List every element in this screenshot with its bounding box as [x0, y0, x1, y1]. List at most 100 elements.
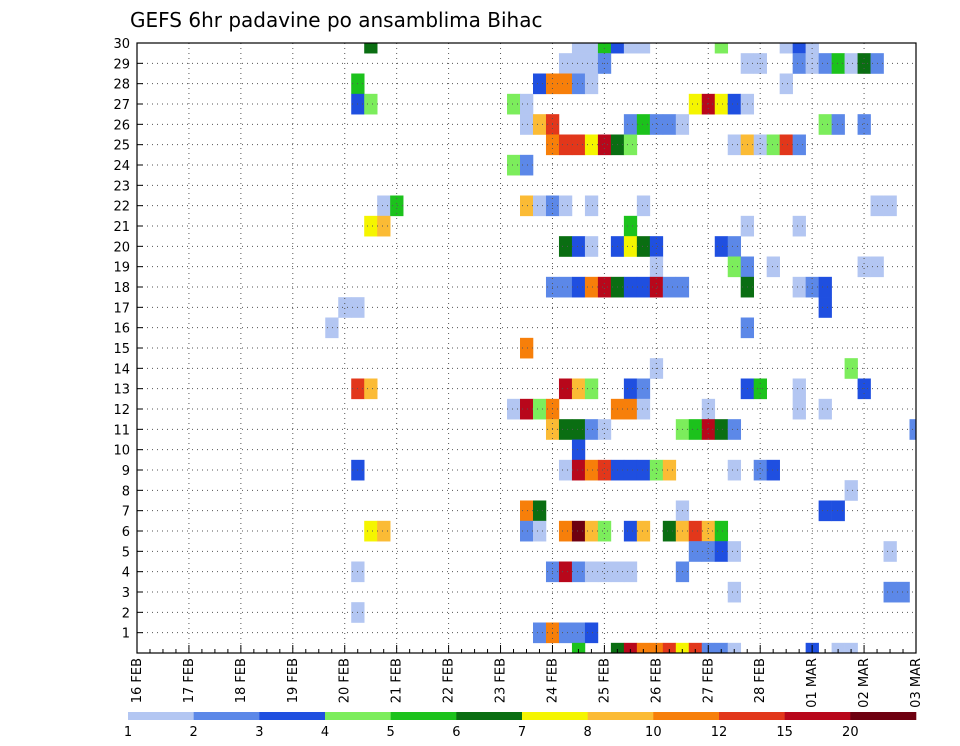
colorbar-label: 2: [190, 725, 198, 740]
heatmap-cell: [636, 520, 651, 542]
x-tick-label: 19 FEB: [286, 658, 301, 703]
x-tick-label: 22 FEB: [442, 658, 457, 703]
heatmap-cell: [520, 500, 534, 522]
heatmap-cell: [688, 419, 703, 440]
heatmap-cell: [571, 520, 586, 542]
heatmap-cell: [623, 215, 638, 237]
heatmap-cell: [792, 398, 806, 420]
heatmap-cell: [558, 622, 573, 644]
heatmap-cell: [792, 276, 806, 298]
heatmap-cell: [584, 419, 599, 440]
heatmap-cell: [558, 561, 573, 583]
heatmap-cell: [831, 500, 845, 522]
heatmap-cell: [584, 236, 599, 257]
heatmap-cell: [649, 276, 664, 298]
heatmap-cell: [571, 439, 586, 461]
heatmap-cell: [571, 378, 586, 400]
heatmap-cell: [623, 114, 638, 135]
x-tick-label: 24 FEB: [545, 658, 560, 703]
heatmap-cell: [507, 154, 521, 176]
colorbar-label: 20: [842, 725, 859, 740]
heatmap-cell: [636, 398, 651, 420]
heatmap-cell: [558, 378, 573, 400]
heatmap-cell: [507, 398, 521, 420]
heatmap-cell: [688, 541, 703, 562]
colorbar-swatch: [784, 712, 851, 720]
heatmap-cell: [727, 419, 742, 440]
heatmap-cell: [532, 73, 547, 95]
heatmap-cell: [338, 297, 352, 318]
heatmap-cell: [532, 195, 547, 217]
heatmap-cell: [662, 459, 677, 481]
heatmap-cell: [532, 500, 547, 522]
heatmap-cell: [571, 53, 586, 74]
colorbar-label: 7: [518, 725, 526, 740]
heatmap-cell: [623, 642, 638, 654]
heatmap-cell: [558, 236, 573, 257]
heatmap-cell: [623, 378, 638, 400]
y-tick-label: 6: [122, 525, 130, 540]
heatmap-cell: [792, 134, 806, 156]
grid-layer: [137, 43, 916, 653]
heatmap-cell: [818, 276, 832, 298]
y-tick-label: 19: [113, 261, 130, 276]
heatmap-cell: [727, 581, 742, 603]
colorbar-label: 6: [452, 725, 460, 740]
heatmap-cell: [364, 520, 378, 542]
colorbar-swatch: [719, 712, 785, 720]
y-tick-label: 30: [113, 37, 130, 52]
heatmap-cell: [520, 337, 534, 359]
x-tick-label: 02 MAR: [857, 658, 872, 708]
heatmap-cell: [883, 195, 897, 217]
heatmap-cell: [662, 276, 677, 298]
colorbar-swatch: [522, 712, 588, 720]
y-tick-label: 20: [113, 240, 130, 255]
heatmap-cell: [662, 114, 677, 135]
y-tick-label: 11: [113, 423, 130, 438]
heatmap-cell: [792, 215, 806, 237]
y-tick-label: 13: [113, 383, 130, 398]
y-tick-label: 22: [113, 200, 130, 215]
heatmap-cell: [623, 134, 638, 156]
heatmap-cell: [753, 459, 767, 481]
colorbar-swatch: [456, 712, 523, 720]
heatmap-cell: [766, 134, 780, 156]
x-tick-label: 01 MAR: [805, 658, 820, 708]
heatmap-cell: [727, 93, 742, 115]
heatmap-cell: [520, 195, 534, 217]
heatmap-cell: [623, 459, 638, 481]
heatmap-cell: [558, 195, 573, 217]
heatmap-cell: [727, 541, 742, 562]
heatmap-cell: [623, 398, 638, 420]
colorbar-label: 12: [711, 725, 728, 740]
heatmap-cell: [377, 215, 391, 237]
heatmap-cell: [818, 114, 832, 135]
y-tick-label: 17: [113, 301, 130, 316]
x-tick-label: 27 FEB: [701, 658, 716, 703]
y-tick-label: 15: [113, 342, 130, 357]
heatmap-cell: [857, 114, 871, 135]
heatmap-cell: [571, 73, 586, 95]
heatmap-cell: [610, 43, 625, 54]
heatmap-cell: [584, 43, 599, 54]
colorbar-swatch: [653, 712, 720, 720]
y-tick-label: 14: [113, 362, 130, 377]
heatmap-cell: [688, 93, 703, 115]
heatmap-cell: [649, 256, 664, 278]
heatmap-cell: [714, 520, 729, 542]
heatmap-cell: [831, 114, 845, 135]
heatmap-cell: [779, 73, 793, 95]
y-tick-label: 3: [122, 586, 130, 601]
heatmap-cell: [571, 561, 586, 583]
heatmap-cell: [714, 541, 729, 562]
colorbar-swatch: [259, 712, 326, 720]
y-tick-label: 5: [122, 545, 130, 560]
colorbar: 1 2 3 4 5 6 7 8 10 12 15 20: [124, 712, 917, 740]
x-tick-label: 25 FEB: [597, 658, 612, 703]
heatmap-cell: [831, 642, 845, 654]
x-axis: 16 FEB 17 FEB 18 FEB 19 FEB 20 FEB 21 FEB 22 F…: [130, 645, 924, 708]
heatmap-cell: [532, 622, 547, 644]
heatmap-cell: [714, 93, 729, 115]
x-tick-label: 20 FEB: [338, 658, 353, 703]
heatmap-cell: [558, 134, 573, 156]
